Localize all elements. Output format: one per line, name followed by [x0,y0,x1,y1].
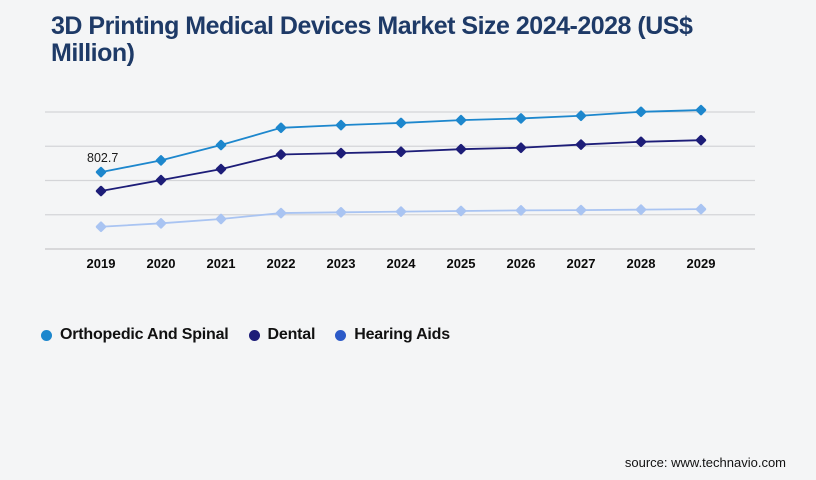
data-point-marker [275,122,287,134]
legend-label: Hearing Aids [354,326,450,343]
data-point-marker [215,213,227,225]
data-point-marker [515,205,527,216]
data-point-marker [695,104,707,116]
data-point-marker [575,139,587,150]
chart-legend: Orthopedic And Spinal Dental Hearing Aids [41,326,450,344]
x-axis-tick-label: 2023 [327,256,356,271]
data-point-marker [215,163,227,175]
data-point-marker [335,207,347,218]
data-point-marker [635,106,647,118]
x-axis-tick-label: 2027 [567,256,596,271]
data-point-marker [695,134,707,146]
data-point-marker [395,206,407,217]
x-axis-tick-label: 2029 [687,256,716,271]
source-attribution: source: www.technavio.com [624,455,786,470]
legend-dot-icon [335,329,347,341]
data-point-marker [515,142,527,153]
data-point-marker [395,117,407,129]
data-point-marker [455,205,467,217]
data-point-marker [155,218,167,229]
market-size-line-chart: 802.7 2019 2020 2021 2022 2023 2024 2025 2026 202… [45,104,755,271]
data-point-marker [155,155,167,166]
legend-item-orthopedic-and-spinal: Orthopedic And Spinal [41,326,229,344]
x-axis-tick-label: 2019 [87,256,116,271]
data-point-marker [95,185,107,197]
data-point-marker [95,166,107,178]
legend-item-dental: Dental [248,326,316,344]
legend-label: Dental [267,326,316,343]
data-point-marker [275,207,287,219]
data-point-marker [635,204,647,215]
legend-dot-icon [41,329,52,341]
x-axis-tick-label: 2022 [267,256,296,271]
legend-item-hearing-aids: Hearing Aids [335,326,450,344]
x-axis-tick-label: 2024 [387,256,417,271]
data-point-marker [155,174,167,186]
data-point-marker [335,147,347,159]
x-axis-tick-label: 2021 [207,256,236,271]
data-point-marker [215,139,227,151]
data-point-marker [95,221,107,233]
data-point-marker [455,143,467,155]
data-point-marker [275,149,287,160]
data-point-marker [575,204,587,216]
x-axis-tick-label: 2026 [507,256,536,271]
data-point-marker [515,113,527,124]
data-point-marker [395,146,407,158]
x-axis-tick-label: 2028 [627,256,656,271]
chart-title: 3D Printing Medical Devices Market Size … [51,12,693,67]
legend-dot-icon [248,329,260,341]
data-point-label: 802.7 [87,151,118,165]
data-point-marker [575,110,587,121]
x-axis-tick-label: 2025 [447,256,476,271]
data-point-marker [455,114,467,126]
chart-area: 802.7 2019 2020 2021 2022 2023 2024 2025 2026 202… [0,95,816,290]
x-axis-tick-label: 2020 [147,256,176,271]
legend-label: Orthopedic And Spinal [60,326,229,343]
data-point-marker [335,119,347,131]
data-point-marker [635,136,647,148]
data-point-marker [695,203,707,215]
